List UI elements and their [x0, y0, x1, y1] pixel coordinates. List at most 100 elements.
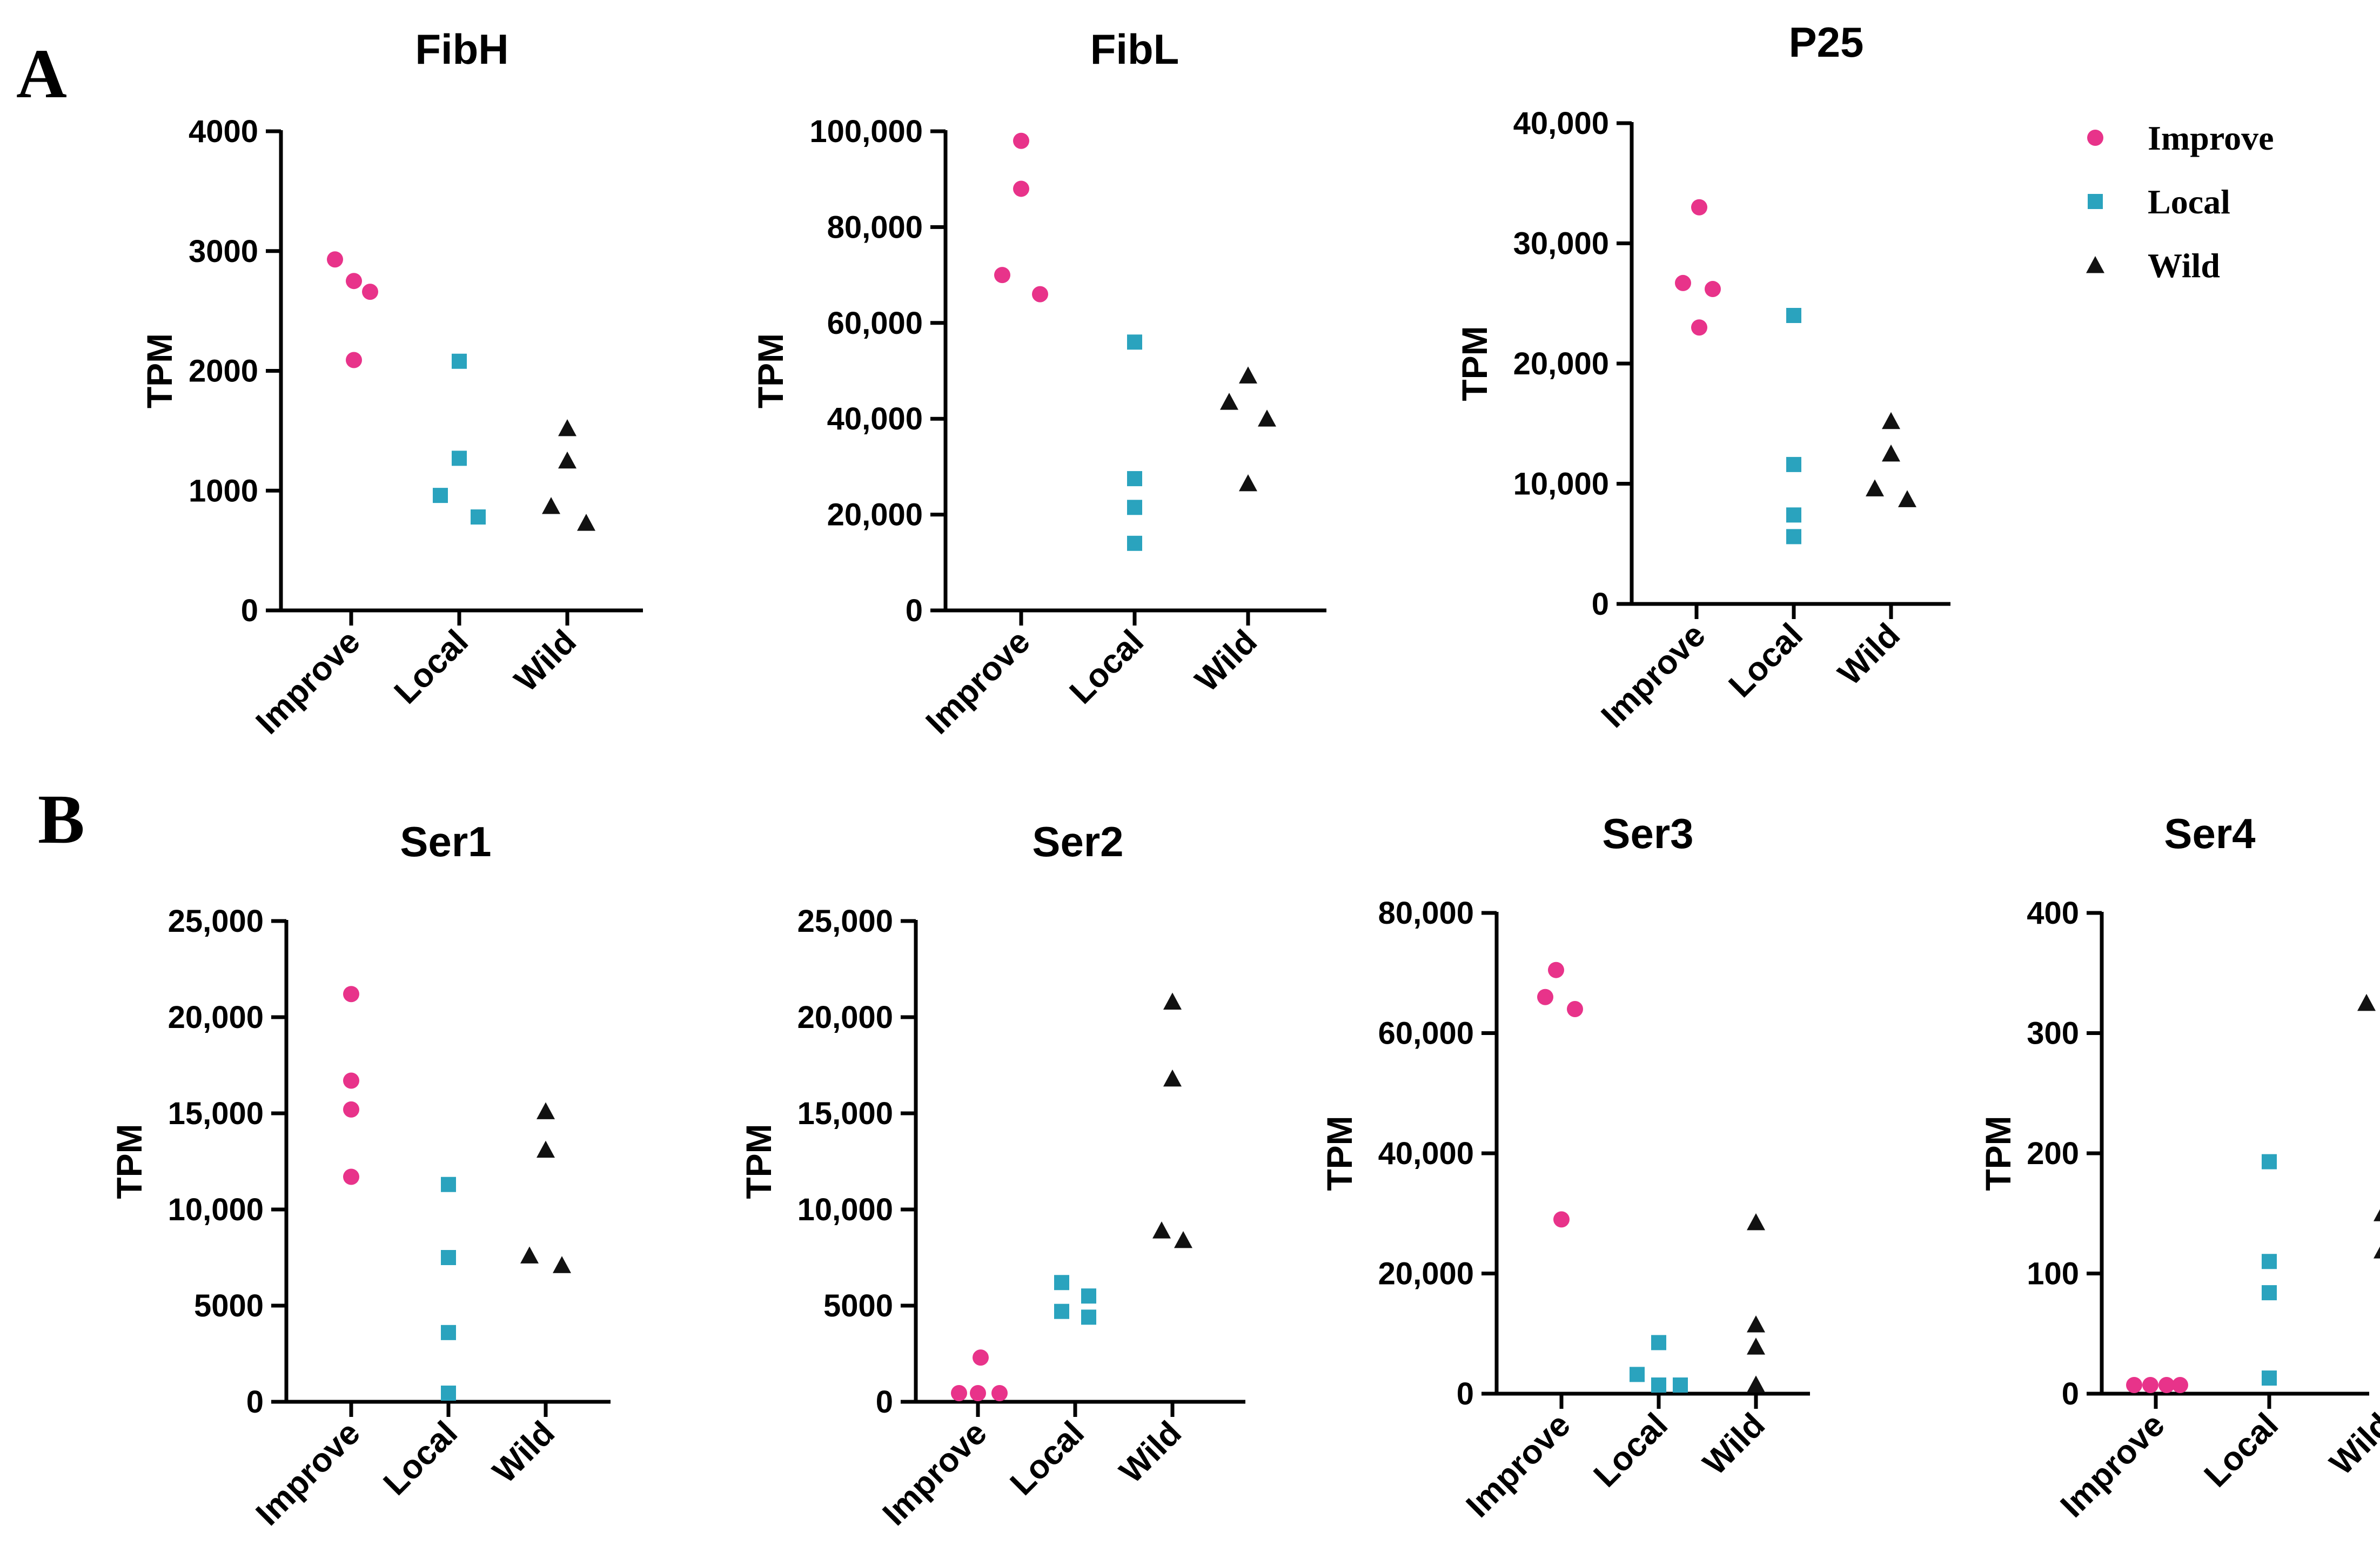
point-local — [1054, 1303, 1069, 1319]
x-tick-label-wild: Wild — [2323, 1406, 2380, 1482]
point-local — [1127, 500, 1142, 515]
point-improve — [2142, 1377, 2158, 1393]
point-improve — [1691, 199, 1707, 216]
x-tick-label-local: Local — [1063, 623, 1151, 711]
y-tick-label: 2000 — [189, 354, 258, 389]
point-improve — [343, 1168, 359, 1185]
point-improve — [970, 1385, 986, 1401]
point-local — [441, 1325, 456, 1340]
y-axis-label: TPM — [739, 1124, 779, 1199]
point-improve — [1675, 274, 1691, 291]
y-tick-label: 3000 — [189, 234, 258, 269]
point-local — [1651, 1377, 1666, 1393]
point-wild — [1163, 1069, 1182, 1087]
legend-label: Wild — [2148, 246, 2220, 285]
chart-title: Ser3 — [1602, 810, 1693, 857]
point-improve — [2172, 1377, 2188, 1393]
y-tick-label: 25,000 — [168, 904, 264, 939]
point-wild — [1747, 1375, 1765, 1393]
y-tick-label: 20,000 — [168, 1000, 264, 1035]
y-tick-label: 10,000 — [168, 1192, 264, 1227]
chart-ser3: Ser3 0 20,000 40,000 60,000 80,000 TPM Improve L… — [1319, 810, 1810, 1524]
point-local — [441, 1386, 456, 1401]
y-tick-label: 0 — [1457, 1376, 1474, 1412]
point-improve — [994, 267, 1010, 284]
y-tick-label: 5000 — [194, 1288, 264, 1323]
point-wild — [2374, 1246, 2380, 1259]
x-tick-label-local: Local — [1587, 1406, 1675, 1494]
legend-item-local: Local — [2088, 183, 2230, 221]
point-local — [1786, 308, 1801, 323]
chart-ser1: Ser1 0 5000 10,000 15,000 20,000 25,000 TPM Impr… — [109, 818, 611, 1533]
point-local — [1673, 1377, 1688, 1393]
legend-label: Improve — [2148, 119, 2274, 157]
point-improve — [346, 352, 362, 368]
y-tick-label: 0 — [246, 1384, 264, 1420]
y-tick-label: 0 — [876, 1384, 893, 1420]
y-tick-label: 80,000 — [1378, 896, 1474, 931]
point-wild — [537, 1140, 555, 1158]
chart-title: P25 — [1789, 18, 1864, 66]
y-tick-label: 80,000 — [827, 210, 923, 245]
point-improve — [991, 1385, 1008, 1401]
point-wild — [1747, 1338, 1765, 1355]
legend: Improve Local Wild — [2086, 119, 2274, 285]
point-wild — [1239, 366, 1257, 384]
x-tick-label-local: Local — [387, 623, 475, 711]
chart-title: Ser4 — [2164, 810, 2255, 857]
point-wild — [1220, 393, 1238, 410]
point-improve — [2158, 1377, 2175, 1393]
x-tick-label-improve: Improve — [876, 1414, 994, 1533]
point-improve — [1032, 286, 1048, 303]
y-tick-label: 60,000 — [827, 306, 923, 341]
y-tick-label: 15,000 — [797, 1096, 893, 1131]
point-wild — [558, 451, 576, 469]
point-improve — [1548, 962, 1564, 978]
y-tick-label: 1000 — [189, 473, 258, 508]
legend-item-wild: Wild — [2086, 246, 2220, 285]
point-local — [441, 1250, 456, 1265]
point-local — [2262, 1254, 2277, 1269]
y-tick-label: 400 — [2027, 896, 2079, 931]
y-tick-label: 20,000 — [797, 1000, 893, 1035]
point-local — [2262, 1285, 2277, 1301]
point-wild — [1258, 409, 1276, 427]
x-tick-label-wild: Wild — [1696, 1406, 1772, 1482]
legend-item-improve: Improve — [2087, 119, 2274, 157]
legend-label: Local — [2148, 183, 2230, 221]
y-tick-label: 0 — [241, 593, 258, 628]
y-tick-label: 100 — [2027, 1256, 2079, 1292]
point-wild — [558, 419, 576, 436]
chart-ser4: Ser4 0 100 200 300 400 TPM Improve Local Wild — [1978, 810, 2380, 1524]
x-tick-label-improve: Improve — [249, 623, 367, 741]
point-local — [1127, 334, 1142, 350]
y-axis-label: TPM — [1978, 1115, 2018, 1191]
y-tick-label: 300 — [2027, 1016, 2079, 1051]
panel-letter-a: A — [16, 35, 67, 113]
point-improve — [2126, 1377, 2142, 1393]
point-local — [441, 1177, 456, 1192]
point-improve — [1013, 132, 1029, 149]
x-tick-label-wild: Wild — [486, 1414, 562, 1490]
y-tick-label: 20,000 — [1378, 1256, 1474, 1292]
y-tick-label: 40,000 — [1513, 106, 1609, 141]
point-wild — [2374, 1209, 2380, 1221]
point-wild — [1747, 1213, 1765, 1231]
point-local — [1786, 507, 1801, 523]
x-tick-label-improve: Improve — [2054, 1406, 2172, 1524]
y-tick-label: 15,000 — [168, 1096, 264, 1131]
point-wild — [542, 497, 560, 514]
y-tick-label: 60,000 — [1378, 1016, 1474, 1051]
point-wild — [577, 514, 595, 531]
point-improve — [951, 1385, 967, 1401]
point-improve — [346, 273, 362, 290]
y-tick-label: 10,000 — [1513, 467, 1609, 502]
chart-ser2: Ser2 0 5000 10,000 15,000 20,000 25,000 TPM Impr… — [739, 818, 1245, 1533]
point-local — [1786, 529, 1801, 545]
x-tick-label-wild: Wild — [1112, 1414, 1189, 1490]
point-local — [1651, 1335, 1666, 1350]
x-tick-label-improve: Improve — [249, 1414, 367, 1533]
point-local — [1054, 1275, 1069, 1291]
chart-title: FibL — [1090, 25, 1179, 73]
x-tick-label-wild: Wild — [1188, 623, 1264, 699]
